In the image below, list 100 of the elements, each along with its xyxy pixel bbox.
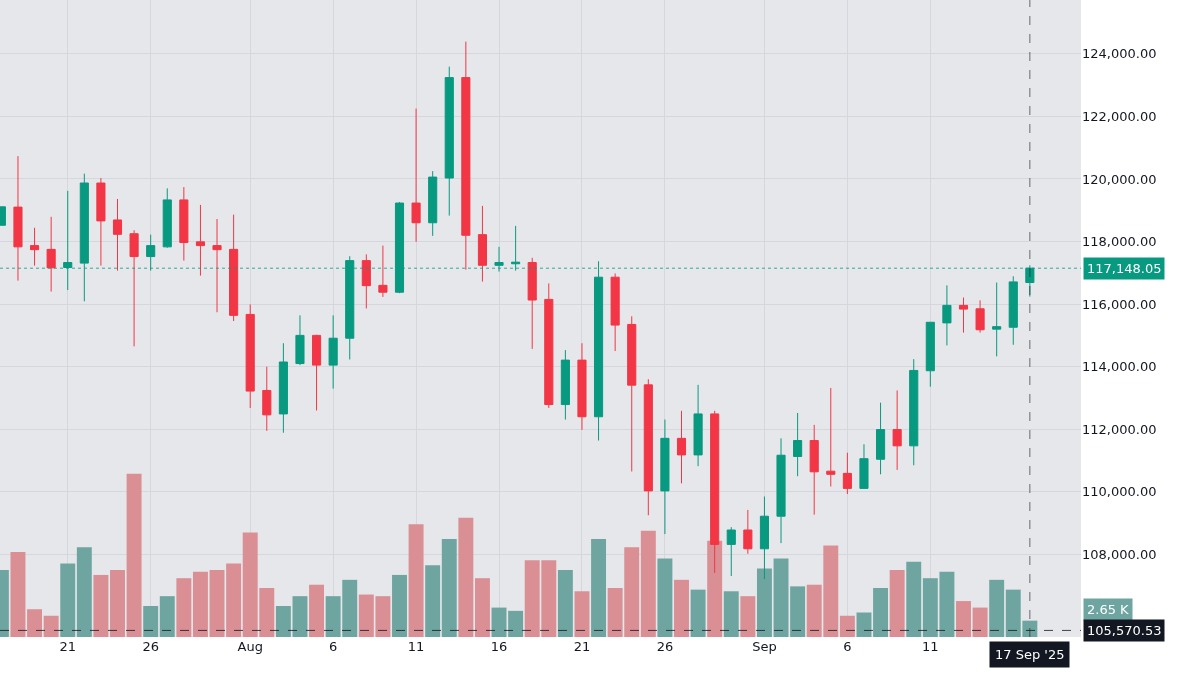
candlestick xyxy=(328,314,338,390)
candlestick xyxy=(909,358,919,466)
y-tick-label: 116,000.00 xyxy=(1082,296,1157,312)
bar xyxy=(873,588,889,637)
bar xyxy=(972,607,988,637)
candlestick xyxy=(875,402,886,475)
bar xyxy=(989,579,1005,637)
candlestick xyxy=(212,218,222,313)
bar xyxy=(292,596,308,637)
candlestick xyxy=(428,170,438,237)
bar xyxy=(773,558,789,637)
candlestick xyxy=(262,366,272,432)
x-tick-label: 11 xyxy=(922,639,939,654)
candlestick xyxy=(826,387,836,488)
bar xyxy=(707,540,723,637)
candlestick xyxy=(96,177,106,267)
candlestick xyxy=(710,410,720,574)
bar xyxy=(790,586,806,637)
bar xyxy=(491,607,507,637)
bar xyxy=(309,584,325,637)
bar xyxy=(110,570,125,637)
candlestick xyxy=(942,284,952,346)
candlestick xyxy=(162,187,172,249)
candlestick xyxy=(627,315,637,472)
bar xyxy=(441,539,457,637)
candlestick xyxy=(527,257,537,350)
candlestick xyxy=(477,205,488,283)
y-tick-label: 118,000.00 xyxy=(1082,234,1157,250)
bar xyxy=(557,570,573,637)
bar xyxy=(27,609,43,637)
candlestick xyxy=(660,419,670,535)
candlestick xyxy=(544,282,554,409)
candlestick xyxy=(560,349,570,421)
x-tick-label: Aug xyxy=(237,639,263,654)
y-tick-label: 112,000.00 xyxy=(1082,421,1157,437)
bar xyxy=(425,565,441,637)
bar xyxy=(226,563,242,637)
ref-line-label: 117,148.05 xyxy=(1087,261,1162,276)
y-tick-label: 122,000.00 xyxy=(1082,108,1157,124)
candlestick xyxy=(13,155,23,282)
y-tick-label: 120,000.00 xyxy=(1082,171,1157,187)
candlestick xyxy=(793,412,803,477)
bar xyxy=(392,574,407,637)
candlestick xyxy=(693,384,703,467)
bar xyxy=(657,558,673,637)
bar xyxy=(690,589,706,637)
candlestick xyxy=(610,272,620,352)
bar xyxy=(474,578,490,637)
y-tick-label: 108,000.00 xyxy=(1082,546,1157,562)
bar xyxy=(839,615,855,637)
candlestick xyxy=(726,526,736,577)
candlestick xyxy=(411,108,421,243)
bar xyxy=(60,563,76,637)
candlestick xyxy=(129,229,139,347)
candlestick xyxy=(958,297,969,334)
candlestick xyxy=(46,216,56,293)
bar xyxy=(889,570,905,637)
bar xyxy=(126,473,142,637)
bar xyxy=(209,570,225,637)
candlestick xyxy=(842,452,852,495)
bar xyxy=(591,539,607,637)
bar xyxy=(143,605,159,637)
bar xyxy=(906,561,922,637)
bar xyxy=(956,601,971,637)
candlestick xyxy=(195,204,206,277)
x-tick-label: 26 xyxy=(656,639,674,654)
candlestick xyxy=(1008,275,1018,346)
bar xyxy=(856,612,872,637)
candlestick xyxy=(29,227,40,267)
y-tick-label: 114,000.00 xyxy=(1082,359,1157,375)
x-tick-label: 16 xyxy=(490,639,508,654)
x-tick-label: 26 xyxy=(142,639,159,654)
x-tick-label: 11 xyxy=(407,639,425,654)
bar xyxy=(176,578,192,637)
candlestick xyxy=(859,443,869,490)
candlestick xyxy=(743,509,753,555)
ref-line-label: 105,570.53 xyxy=(1087,623,1162,638)
candlestick xyxy=(361,253,371,309)
candlestick xyxy=(229,214,239,322)
candlestick xyxy=(892,389,902,471)
candlestick xyxy=(676,410,687,484)
candlestick xyxy=(809,424,819,516)
candlestick xyxy=(295,314,305,366)
bar xyxy=(458,517,474,637)
bar xyxy=(723,591,739,637)
bar xyxy=(159,596,175,637)
candlestick xyxy=(245,303,255,409)
x-tick-label: Sep xyxy=(752,639,777,654)
bar xyxy=(76,547,92,637)
x-tick-label: 21 xyxy=(59,639,77,654)
bar xyxy=(574,591,590,637)
bar xyxy=(275,605,291,637)
candlestick xyxy=(577,342,587,431)
candlestick xyxy=(179,186,189,262)
bar xyxy=(674,579,689,637)
bar xyxy=(43,615,59,637)
candlestick xyxy=(776,437,786,544)
y-tick-label: 124,000.00 xyxy=(1082,46,1157,62)
ref-line-label: 17 Sep '25 xyxy=(995,647,1065,662)
bar xyxy=(93,574,109,637)
